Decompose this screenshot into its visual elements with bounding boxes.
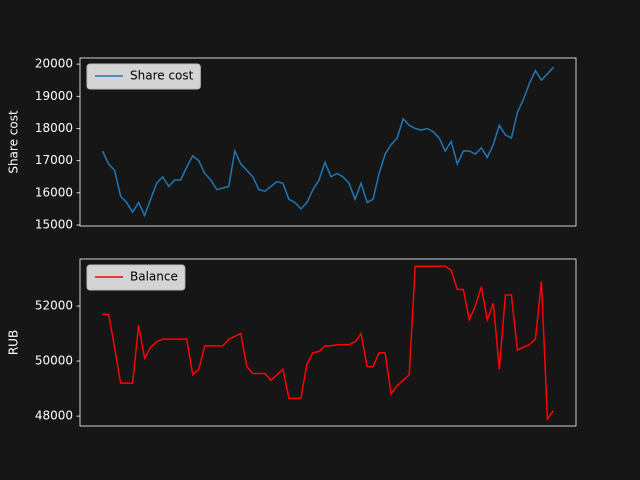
legend-text: Share cost xyxy=(130,69,194,83)
y-tick-label: 52000 xyxy=(35,299,73,313)
y-tick-label: 20000 xyxy=(35,57,73,71)
legend-text: Balance xyxy=(130,270,178,284)
y-tick-label: 18000 xyxy=(35,121,73,135)
axes-frame xyxy=(79,258,577,427)
legend-box xyxy=(86,264,186,291)
y-tick-label: 17000 xyxy=(35,153,73,167)
axes-frame xyxy=(79,57,577,227)
y-tick-label: 16000 xyxy=(35,185,73,199)
y-axis-label: RUB xyxy=(7,330,21,355)
y-tick-label: 50000 xyxy=(35,354,73,368)
y-axis-label: Share cost xyxy=(7,110,21,174)
y-tick-label: 19000 xyxy=(35,89,73,103)
data-line xyxy=(102,265,555,421)
legend-box xyxy=(86,63,201,90)
y-tick-label: 15000 xyxy=(35,218,73,232)
y-tick-label: 48000 xyxy=(35,409,73,423)
data-line xyxy=(101,66,555,218)
